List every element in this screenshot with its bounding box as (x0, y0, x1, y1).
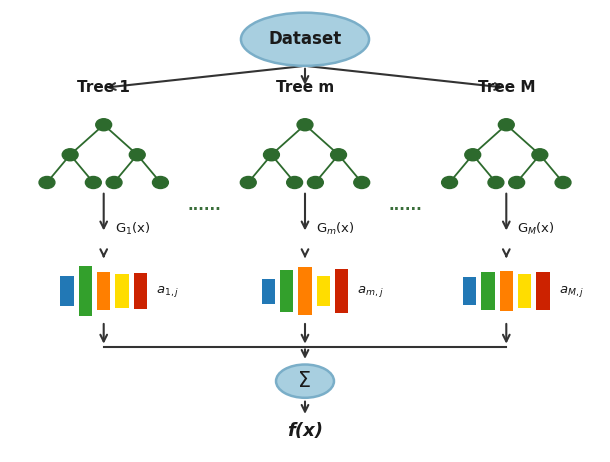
Text: G$_M$(x): G$_M$(x) (517, 221, 555, 237)
Circle shape (488, 176, 504, 188)
Bar (518, 274, 531, 308)
Bar (298, 267, 312, 315)
Circle shape (532, 149, 548, 161)
Text: Σ: Σ (298, 371, 312, 391)
Bar (335, 269, 348, 313)
Bar (97, 272, 110, 310)
Bar (262, 279, 275, 304)
Circle shape (465, 149, 481, 161)
Circle shape (297, 119, 313, 131)
Bar (115, 274, 129, 308)
Circle shape (442, 176, 458, 188)
Text: a$_{M,j}$: a$_{M,j}$ (559, 284, 584, 298)
Bar (481, 272, 495, 310)
Circle shape (96, 119, 112, 131)
Text: G$_m$(x): G$_m$(x) (316, 221, 355, 237)
Circle shape (498, 119, 514, 131)
Circle shape (264, 149, 279, 161)
Circle shape (307, 176, 323, 188)
Ellipse shape (276, 365, 334, 398)
Circle shape (62, 149, 78, 161)
Circle shape (106, 176, 122, 188)
Circle shape (85, 176, 101, 188)
Circle shape (555, 176, 571, 188)
Text: Tree 1: Tree 1 (77, 80, 130, 95)
Circle shape (152, 176, 168, 188)
Circle shape (240, 176, 256, 188)
Text: a$_{1,j}$: a$_{1,j}$ (156, 284, 179, 298)
Circle shape (129, 149, 145, 161)
Circle shape (509, 176, 525, 188)
Bar (134, 273, 147, 309)
Bar (79, 266, 92, 316)
Circle shape (354, 176, 370, 188)
Circle shape (331, 149, 346, 161)
Text: Tree m: Tree m (276, 80, 334, 95)
Bar (500, 271, 513, 311)
Text: f(x): f(x) (287, 422, 323, 439)
Text: Tree M: Tree M (478, 80, 535, 95)
Circle shape (39, 176, 55, 188)
Text: a$_{m,j}$: a$_{m,j}$ (357, 284, 384, 298)
Text: ......: ...... (187, 198, 221, 213)
Text: ......: ...... (389, 198, 423, 213)
Bar (463, 277, 476, 305)
Bar (280, 270, 293, 312)
Text: Dataset: Dataset (268, 30, 342, 48)
Bar (536, 272, 550, 310)
Bar (60, 276, 74, 306)
Ellipse shape (241, 12, 369, 66)
Text: G$_1$(x): G$_1$(x) (115, 221, 150, 237)
Bar (317, 276, 330, 306)
Circle shape (287, 176, 303, 188)
